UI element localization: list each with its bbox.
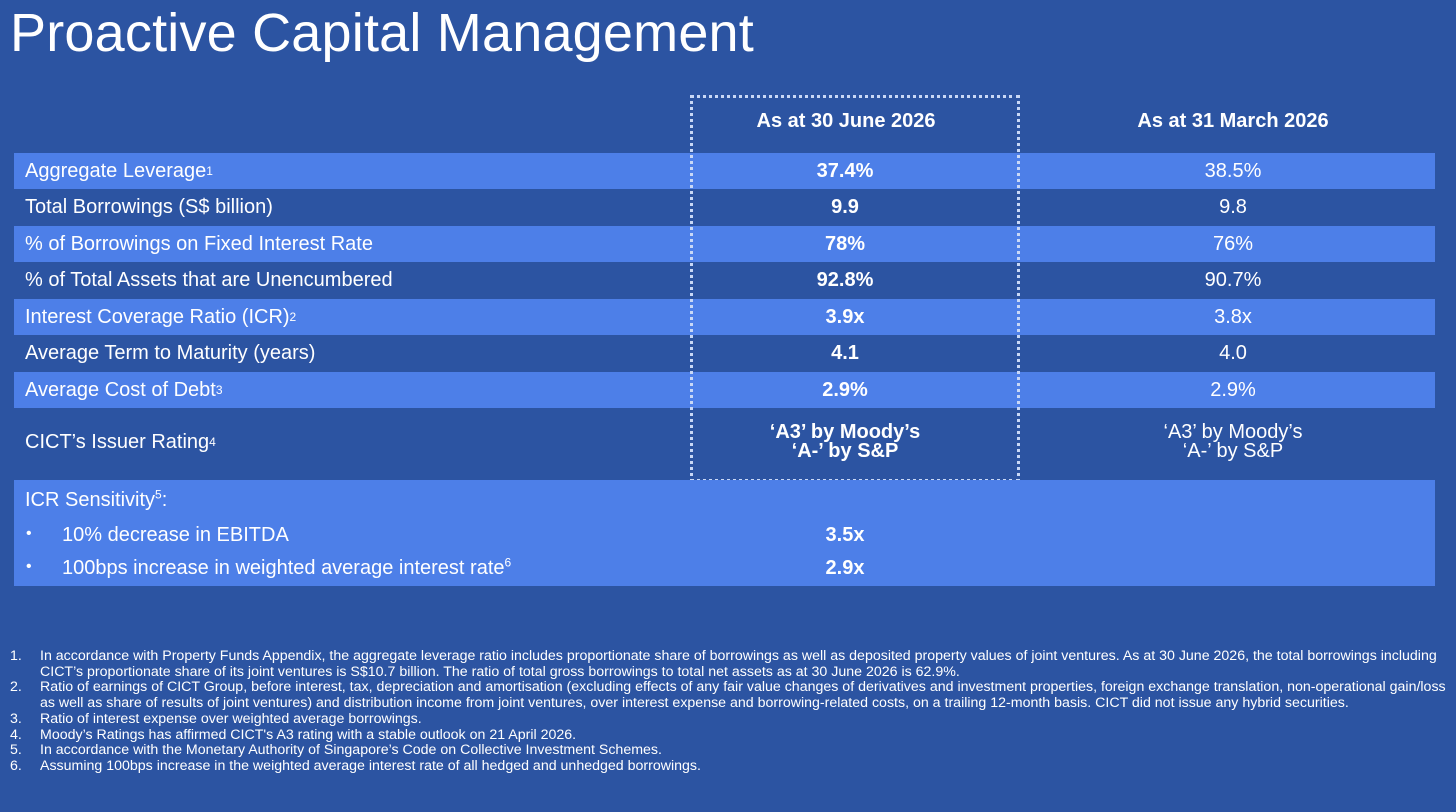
sensitivity-value: 2.9x bbox=[825, 557, 865, 579]
row-label: Aggregate Leverage 1 bbox=[25, 159, 213, 182]
table-row-icr: Interest Coverage Ratio (ICR) 2 3.9x 3.8x bbox=[14, 299, 1435, 335]
sensitivity-label: 100bps increase in weighted average inte… bbox=[62, 555, 512, 579]
table-row-aggregate-leverage: Aggregate Leverage 1 37.4% 38.5% bbox=[14, 153, 1435, 189]
rating-moodys: ‘A3’ by Moody’s bbox=[1163, 421, 1303, 443]
value-current: 92.8% bbox=[816, 269, 874, 291]
row-label: % of Total Assets that are Unencumbered bbox=[25, 269, 393, 291]
bullet-icon: • bbox=[26, 558, 32, 575]
value-current: 2.9% bbox=[822, 378, 868, 401]
column-header-prior: As at 31 March 2026 bbox=[1137, 110, 1329, 132]
rating-sp: ‘A-’ by S&P bbox=[791, 440, 899, 462]
value-prior: 3.8x bbox=[1214, 305, 1252, 328]
value-prior: 9.8 bbox=[1219, 196, 1247, 218]
bullet-icon: • bbox=[26, 525, 32, 542]
value-prior: 90.7% bbox=[1204, 269, 1262, 291]
footnotes: 1. In accordance with Property Funds Appe… bbox=[10, 648, 1446, 775]
value-current: 4.1 bbox=[831, 342, 859, 364]
list-item: • 10% decrease in EBITDA 3.5x bbox=[14, 521, 1435, 551]
row-label: % of Borrowings on Fixed Interest Rate bbox=[25, 232, 373, 255]
row-label: Interest Coverage Ratio (ICR) 2 bbox=[25, 305, 297, 328]
page-title: Proactive Capital Management bbox=[10, 3, 754, 63]
rating-sp: ‘A-’ by S&P bbox=[1182, 440, 1284, 462]
value-prior: 2.9% bbox=[1210, 378, 1256, 401]
value-current: 37.4% bbox=[816, 159, 874, 182]
rating-moodys: ‘A3’ by Moody’s bbox=[769, 421, 921, 443]
value-prior: ‘A3’ by Moody’s ‘A-’ by S&P bbox=[1032, 408, 1434, 476]
row-label: CICT’s Issuer Rating 4 bbox=[25, 430, 216, 453]
footnote: 5. In accordance with the Monetary Author… bbox=[10, 742, 662, 759]
footnote: 3. Ratio of interest expense over weighte… bbox=[10, 710, 422, 727]
footnote: 1. In accordance with Property Funds Appe… bbox=[10, 648, 1437, 680]
value-prior: 76% bbox=[1212, 232, 1254, 255]
row-label: Average Cost of Debt 3 bbox=[25, 378, 223, 401]
list-item: • 100bps increase in weighted average in… bbox=[14, 554, 1435, 584]
row-label: Total Borrowings (S$ billion) bbox=[25, 196, 273, 218]
table-row-fixed-interest: % of Borrowings on Fixed Interest Rate 7… bbox=[14, 226, 1435, 262]
row-label: Average Term to Maturity (years) bbox=[25, 342, 316, 364]
value-current: 3.9x bbox=[825, 305, 865, 328]
value-current: 9.9 bbox=[831, 196, 859, 218]
table-row-unencumbered: % of Total Assets that are Unencumbered … bbox=[14, 262, 1435, 299]
value-current: ‘A3’ by Moody’s ‘A-’ by S&P bbox=[694, 408, 996, 476]
value-current: 78% bbox=[824, 232, 866, 255]
value-prior: 38.5% bbox=[1204, 159, 1262, 182]
footnote: 6. Assuming 100bps increase in the weight… bbox=[10, 757, 701, 774]
table-row-total-borrowings: Total Borrowings (S$ billion) 9.9 9.8 bbox=[14, 189, 1435, 226]
table-row-term-to-maturity: Average Term to Maturity (years) 4.1 4.0 bbox=[14, 335, 1435, 372]
footnote: 2. Ratio of earnings of CICT Group, befor… bbox=[10, 679, 1446, 712]
sensitivity-label: 10% decrease in EBITDA bbox=[62, 524, 289, 546]
icr-sensitivity-heading: ICR Sensitivity5: bbox=[25, 487, 168, 511]
value-prior: 4.0 bbox=[1219, 342, 1247, 364]
footnote: 4. Moody’s Ratings has affirmed CICT's A3… bbox=[10, 726, 577, 743]
table-row-issuer-rating: CICT’s Issuer Rating 4 ‘A3’ by Moody’s ‘A… bbox=[14, 408, 1435, 476]
sensitivity-value: 3.5x bbox=[825, 524, 865, 546]
column-header-current: As at 30 June 2026 bbox=[756, 110, 936, 132]
table-row-cost-of-debt: Average Cost of Debt 3 2.9% 2.9% bbox=[14, 372, 1435, 408]
icr-sensitivity-panel: ICR Sensitivity5: • 10% decrease in EBIT… bbox=[14, 480, 1435, 586]
